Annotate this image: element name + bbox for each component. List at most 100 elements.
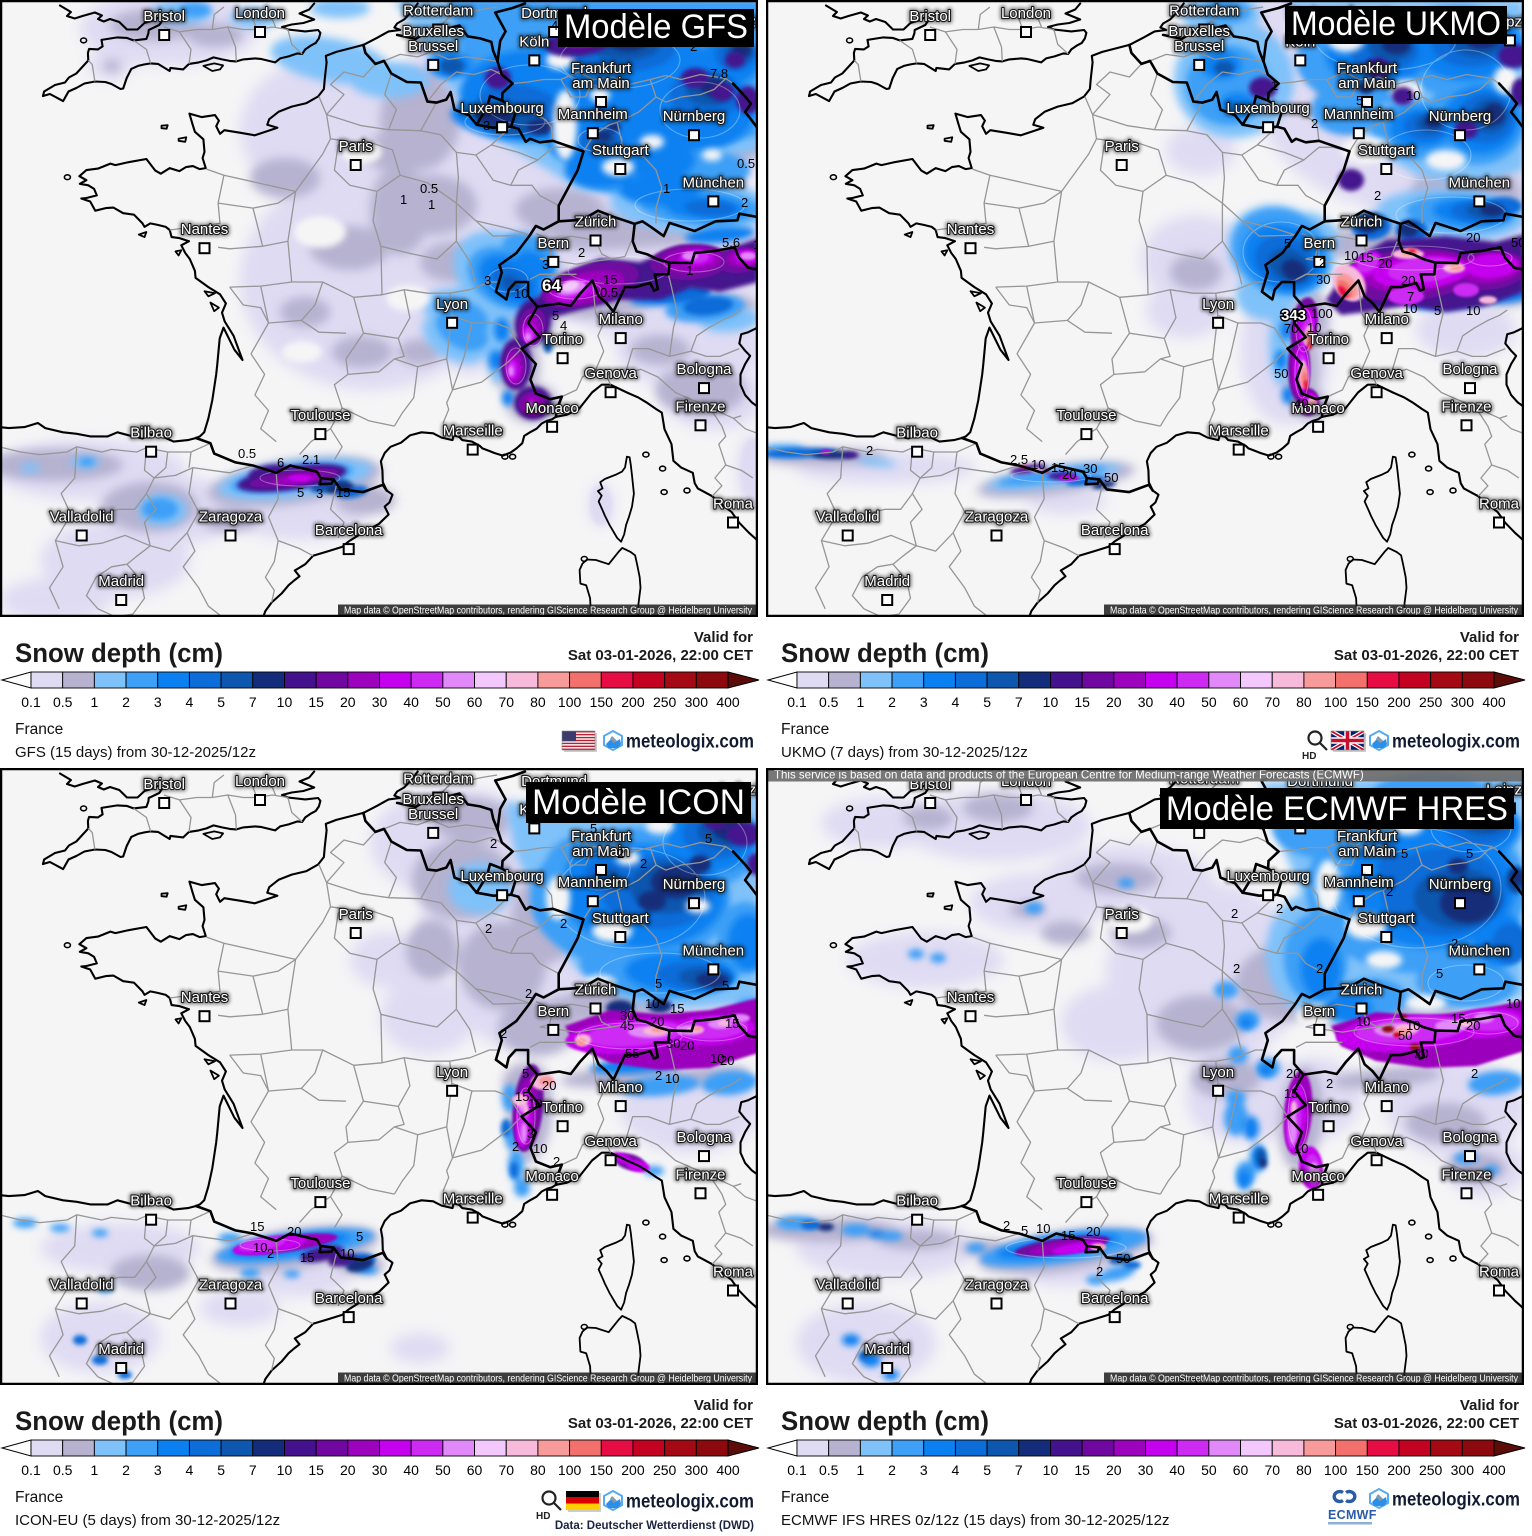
svg-text:2: 2: [1319, 255, 1326, 270]
svg-text:7: 7: [249, 694, 257, 710]
svg-text:2: 2: [888, 694, 896, 710]
svg-text:80: 80: [1296, 694, 1312, 710]
svg-text:400: 400: [1482, 1462, 1506, 1478]
svg-text:7: 7: [1015, 694, 1023, 710]
svg-text:France: France: [15, 721, 63, 738]
svg-text:HD: HD: [1302, 751, 1316, 762]
svg-text:0.5: 0.5: [53, 1462, 73, 1478]
svg-text:15: 15: [515, 1089, 529, 1104]
svg-text:2.1: 2.1: [302, 452, 320, 467]
svg-text:15: 15: [300, 1250, 314, 1265]
svg-text:0.5: 0.5: [737, 156, 755, 171]
svg-text:0.1: 0.1: [787, 1462, 807, 1478]
svg-text:10: 10: [514, 286, 528, 301]
svg-text:Modèle ICON: Modèle ICON: [532, 783, 745, 822]
svg-text:Sat 03-01-2026, 22:00 CET: Sat 03-01-2026, 22:00 CET: [568, 1415, 753, 1432]
svg-text:10: 10: [1403, 301, 1417, 316]
svg-text:2: 2: [1471, 1066, 1478, 1081]
svg-text:0.1: 0.1: [21, 694, 41, 710]
svg-text:40: 40: [1294, 396, 1308, 411]
svg-text:5: 5: [1434, 303, 1441, 318]
svg-text:200: 200: [621, 694, 645, 710]
svg-text:3: 3: [527, 1126, 534, 1141]
svg-text:Snow depth (cm): Snow depth (cm): [15, 1406, 223, 1436]
svg-text:60: 60: [1233, 694, 1249, 710]
svg-text:10: 10: [1036, 1221, 1050, 1236]
svg-text:France: France: [15, 1489, 63, 1506]
svg-text:150: 150: [590, 1462, 614, 1478]
svg-text:50: 50: [435, 1462, 451, 1478]
svg-text:2: 2: [640, 856, 647, 871]
svg-text:1: 1: [400, 192, 407, 207]
svg-text:100: 100: [1311, 306, 1333, 321]
svg-text:60: 60: [1233, 1462, 1249, 1478]
svg-text:2: 2: [267, 1246, 274, 1261]
svg-text:15: 15: [1074, 1462, 1090, 1478]
svg-text:50: 50: [1116, 1251, 1130, 1266]
svg-text:300: 300: [1451, 1462, 1475, 1478]
svg-text:3: 3: [483, 118, 490, 133]
svg-text:2: 2: [500, 1026, 507, 1041]
svg-text:2: 2: [741, 195, 748, 210]
svg-text:20: 20: [340, 1462, 356, 1478]
svg-text:2: 2: [553, 1154, 560, 1169]
svg-text:3: 3: [542, 257, 549, 272]
svg-text:150: 150: [590, 694, 614, 710]
svg-text:50: 50: [1398, 1028, 1412, 1043]
svg-text:1: 1: [686, 263, 693, 278]
svg-text:50: 50: [1274, 366, 1288, 381]
svg-text:2: 2: [888, 1462, 896, 1478]
svg-text:80: 80: [530, 1462, 546, 1478]
svg-text:100: 100: [558, 694, 582, 710]
svg-text:10: 10: [277, 694, 293, 710]
svg-text:10: 10: [1406, 88, 1420, 103]
svg-text:2: 2: [122, 694, 130, 710]
svg-text:2: 2: [1311, 116, 1318, 131]
svg-text:15: 15: [250, 1219, 264, 1234]
svg-text:30: 30: [372, 1462, 388, 1478]
svg-text:80: 80: [1296, 1462, 1312, 1478]
svg-text:20: 20: [340, 694, 356, 710]
svg-text:Snow depth (cm): Snow depth (cm): [15, 638, 223, 668]
svg-text:30: 30: [620, 1008, 634, 1023]
svg-text:Modèle GFS: Modèle GFS: [564, 8, 748, 46]
svg-text:2: 2: [1326, 1076, 1333, 1091]
svg-text:Snow depth (cm): Snow depth (cm): [781, 638, 989, 668]
svg-text:300: 300: [1451, 694, 1475, 710]
svg-text:55: 55: [625, 1046, 639, 1061]
svg-text:10: 10: [1307, 320, 1321, 335]
svg-text:2: 2: [122, 1462, 130, 1478]
svg-text:7.8: 7.8: [710, 66, 728, 81]
svg-text:Valid for: Valid for: [1460, 1397, 1519, 1414]
svg-text:20: 20: [1378, 256, 1392, 271]
svg-text:70: 70: [1264, 694, 1280, 710]
svg-text:1: 1: [428, 197, 435, 212]
svg-text:100: 100: [1324, 1462, 1348, 1478]
svg-text:10: 10: [1294, 1141, 1308, 1156]
svg-text:4: 4: [560, 318, 567, 333]
svg-text:15: 15: [1359, 250, 1373, 265]
svg-text:200: 200: [1387, 1462, 1411, 1478]
svg-text:7: 7: [1015, 1462, 1023, 1478]
svg-text:2: 2: [1231, 906, 1238, 921]
svg-text:0.5: 0.5: [819, 694, 839, 710]
svg-text:400: 400: [1482, 694, 1506, 710]
svg-text:10: 10: [277, 1462, 293, 1478]
svg-text:300: 300: [685, 1462, 709, 1478]
svg-text:20: 20: [720, 1053, 734, 1068]
svg-text:3: 3: [154, 694, 162, 710]
svg-text:Modèle ECMWF HRES: Modèle ECMWF HRES: [1166, 790, 1508, 828]
svg-text:30: 30: [1138, 694, 1154, 710]
svg-text:15: 15: [308, 1462, 324, 1478]
svg-text:20: 20: [1414, 1046, 1428, 1061]
svg-text:2: 2: [1386, 884, 1393, 899]
svg-text:400: 400: [716, 694, 740, 710]
svg-text:15: 15: [308, 694, 324, 710]
svg-text:20: 20: [1286, 1066, 1300, 1081]
svg-text:60: 60: [467, 694, 483, 710]
svg-text:Map data © OpenStreetMap contr: Map data © OpenStreetMap contributors, r…: [344, 1373, 753, 1385]
svg-text:50: 50: [1104, 470, 1118, 485]
svg-text:100: 100: [558, 1462, 582, 1478]
svg-text:10: 10: [1043, 1462, 1059, 1478]
svg-text:70: 70: [498, 694, 514, 710]
